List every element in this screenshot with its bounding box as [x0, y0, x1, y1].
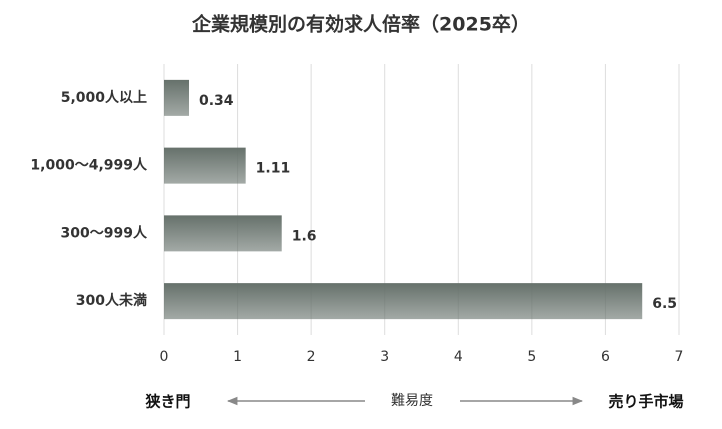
y-tick-label: 300〜999人 [61, 224, 148, 241]
x-tick-label: 7 [675, 349, 684, 365]
y-tick-label: 5,000人以上 [61, 89, 147, 106]
x-tick-label: 1 [233, 349, 242, 365]
x-tick-label: 2 [307, 349, 316, 365]
bar [164, 79, 190, 116]
bar [164, 215, 282, 252]
y-tick-label: 1,000〜4,999人 [30, 157, 148, 174]
y-tick-label: 300人未満 [76, 292, 147, 309]
x-tick-label: 3 [380, 349, 389, 365]
data-label: 1.11 [256, 161, 291, 177]
x-tick-label: 4 [454, 349, 463, 365]
annotation-left: 狭き門 [144, 393, 190, 411]
x-tick-label: 5 [527, 349, 536, 365]
annotation-right: 売り手市場 [608, 393, 683, 411]
annotation-center: 難易度 [391, 393, 433, 409]
data-label: 0.34 [199, 93, 234, 109]
bar [164, 283, 643, 320]
data-label: 6.5 [652, 296, 677, 312]
chart-title: 企業規模別の有効求人倍率（2025卒） [191, 13, 530, 36]
data-label: 1.6 [292, 228, 317, 244]
bar [164, 147, 246, 184]
x-tick-label: 6 [601, 349, 610, 365]
x-tick-label: 0 [160, 349, 169, 365]
